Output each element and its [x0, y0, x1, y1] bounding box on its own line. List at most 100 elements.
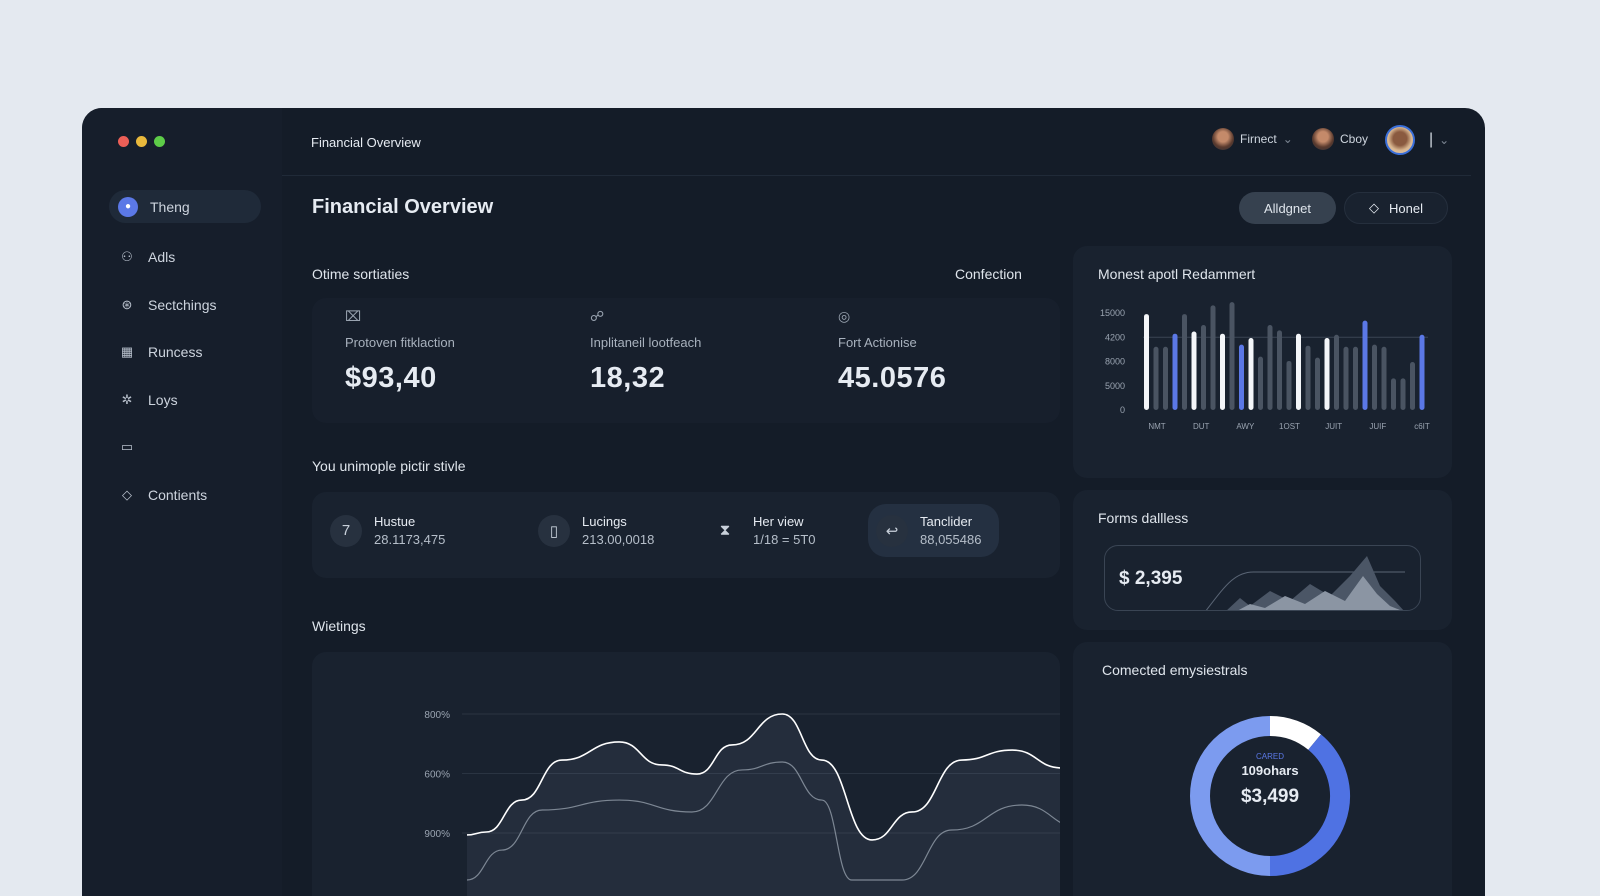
donut-card: Comected emysiestrals CARED 109ohars $3,…: [1073, 642, 1452, 896]
line-chart-card: 800% 600% 900%: [312, 652, 1108, 896]
stat-item: ⌧ Protoven fitklaction $93,40: [345, 308, 455, 395]
bar: [1267, 324, 1273, 410]
window-title: Financial Overview: [311, 135, 421, 150]
avatar: [1385, 125, 1415, 155]
sidebar-item-theng[interactable]: ● Theng: [109, 190, 261, 223]
y-tick-label: 8000: [1105, 357, 1125, 367]
maximize-button[interactable]: [154, 136, 165, 147]
x-tick-label: JUIF: [1369, 422, 1386, 431]
sidebar-item-label: Adls: [148, 248, 176, 265]
summary-title: You unimople pictir stivle: [312, 458, 466, 474]
chevron-down-icon: ⌄: [1439, 133, 1450, 147]
x-tick-label: c6IT: [1414, 422, 1430, 431]
honel-button[interactable]: ◇ Honel: [1344, 192, 1448, 224]
sidebar-item-runcess[interactable]: ▦ Runcess: [109, 335, 261, 368]
bar: [1296, 333, 1301, 410]
summary-item[interactable]: 7 Hustue 28.1173,475: [330, 514, 445, 547]
minimize-button[interactable]: [136, 136, 147, 147]
sidebar-item-screen[interactable]: ▭: [109, 430, 261, 463]
stat-value: $93,40: [345, 362, 437, 394]
bar: [1229, 302, 1235, 410]
document-icon: ▯: [538, 514, 570, 547]
hourglass-icon: ⧗: [719, 522, 731, 539]
stat-value: 45.0576: [838, 362, 947, 394]
x-tick-label: NMT: [1148, 422, 1165, 431]
handshake-icon: ☍: [590, 308, 605, 324]
sidebar: ● Theng ⚇ Adls ⊛ Sectchings ▦ Runcess ✲ Loys …: [82, 108, 282, 896]
stat-label: Fort Actionise: [838, 335, 917, 350]
bar: [1334, 334, 1339, 410]
page-title: Financial Overview: [312, 196, 494, 218]
sidebar-item-sectchings[interactable]: ⊛ Sectchings: [109, 288, 261, 321]
target-icon: ◎: [838, 308, 851, 324]
bar: [1381, 346, 1387, 410]
bar: [1324, 338, 1330, 410]
bar: [1163, 346, 1168, 410]
series-area: [467, 714, 1104, 896]
donut-value: $3,499: [1240, 786, 1300, 807]
forms-value: $ 2,395: [1119, 568, 1183, 589]
summary-value: 213.00,0018: [582, 532, 655, 547]
summary-value: 88,055486: [920, 532, 982, 547]
sidebar-item-adls[interactable]: ⚇ Adls: [109, 240, 261, 273]
summary-card: 7 Hustue 28.1173,475 ▯ Lucings 213.00,0018 ⧗…: [312, 492, 1060, 578]
calendar-icon: ▦: [120, 343, 134, 359]
bar-chart: 15000 4200 8000 5000 0 NMT DUT AWY 1OST JUIT JUIF c…: [1100, 302, 1430, 431]
donut-chart: [1190, 716, 1350, 876]
y-tick-label: 4200: [1105, 332, 1125, 342]
screen-icon: ▭: [120, 438, 134, 454]
summary-name: Hustue: [374, 514, 416, 529]
sidebar-item-label: Runcess: [148, 343, 203, 360]
donut-label: 109ohars: [1241, 763, 1299, 778]
sidebar-item-loys[interactable]: ✲ Loys: [109, 383, 261, 416]
donut-slice: [1269, 716, 1321, 751]
summary-item-selected[interactable]: ↩ Tanclider 88,055486: [868, 504, 1000, 557]
number-badge-icon: 7: [330, 514, 362, 547]
gamepad-icon: ⊛: [121, 296, 133, 312]
user-menu-cboy[interactable]: Cboy: [1312, 128, 1368, 150]
bar: [1391, 378, 1396, 410]
user-menu-firnect[interactable]: Firnect ⌄: [1212, 128, 1293, 150]
series-line: [466, 761, 1105, 881]
summary-value: 28.1173,475: [374, 532, 446, 547]
bar-chart-title: Monest apotl Redammert: [1098, 266, 1256, 282]
tag-icon: ◇: [1369, 200, 1380, 215]
forms-value-box: $ 2,395: [1104, 545, 1421, 611]
confection-link[interactable]: Confection: [955, 266, 1022, 282]
bar: [1144, 314, 1149, 410]
summary-name: Her view: [753, 514, 804, 529]
bar: [1201, 324, 1206, 410]
diamond-icon: ◇: [122, 486, 132, 502]
bar-chart-card: Monest apotl Redammert 15000 4200 8000 5000…: [1073, 246, 1452, 478]
donut-slice: [1190, 716, 1271, 876]
bar: [1258, 356, 1263, 410]
x-tick-label: AWY: [1236, 422, 1255, 431]
alldgnet-button[interactable]: Alldgnet: [1239, 192, 1336, 224]
app-window: ● Theng ⚇ Adls ⊛ Sectchings ▦ Runcess ✲ Loys …: [82, 108, 1485, 896]
bar: [1172, 333, 1178, 410]
sidebar-item-contients[interactable]: ◇ Contients: [109, 478, 261, 511]
forms-title: Forms dallless: [1098, 510, 1189, 526]
bar: [1182, 314, 1187, 410]
user-name: Cboy: [1340, 132, 1369, 146]
y-tick-label: 5000: [1105, 381, 1125, 391]
bar: [1343, 346, 1349, 410]
separator: |: [1429, 131, 1434, 148]
y-tick-label: 15000: [1100, 308, 1125, 318]
stat-value: 18,32: [590, 362, 666, 394]
summary-item[interactable]: ⧗ Her view 1/18 = 5T0: [709, 514, 816, 547]
avatar: [1212, 128, 1234, 150]
summary-item[interactable]: ▯ Lucings 213.00,0018: [538, 514, 654, 547]
summary-value: 1/18 = 5T0: [753, 532, 816, 547]
series-line: [466, 713, 1105, 841]
forms-card: Forms dallless $ 2,395: [1073, 490, 1452, 630]
sidebar-item-label: Sectchings: [148, 296, 217, 313]
profile-menu[interactable]: | ⌄: [1385, 125, 1449, 155]
stat-item: ◎ Fort Actionise 45.0576: [838, 308, 946, 395]
return-icon: ↩: [876, 514, 908, 547]
user-name: Firnect: [1240, 132, 1277, 146]
line-chart: 800% 600% 900%: [424, 710, 1108, 896]
summary-name: Tanclider: [920, 514, 973, 529]
bar: [1315, 357, 1320, 410]
close-button[interactable]: [118, 136, 129, 147]
